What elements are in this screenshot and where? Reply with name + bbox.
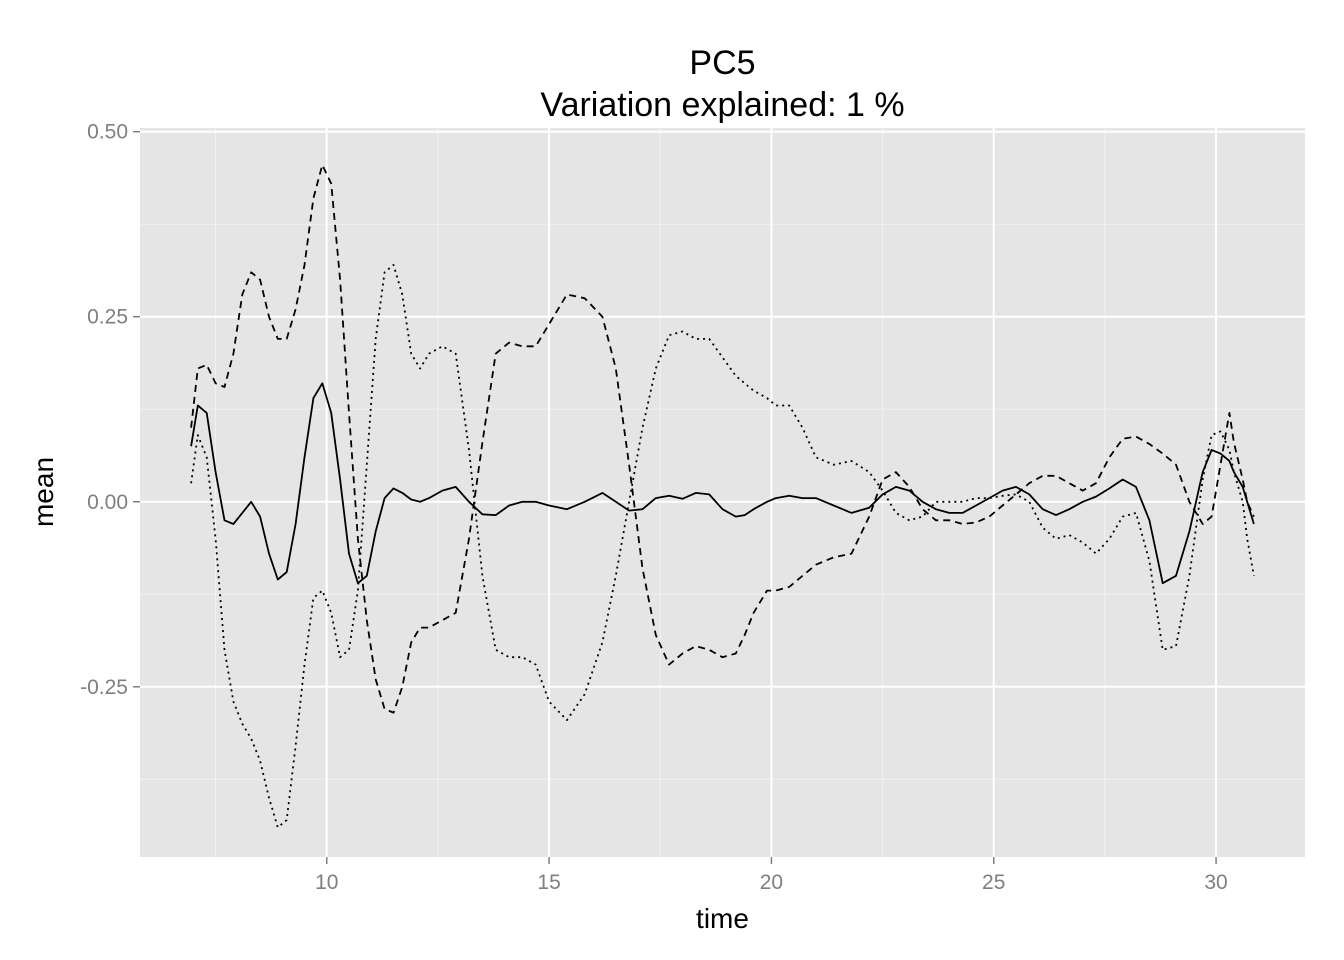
x-tick-label: 15 — [537, 871, 560, 894]
series-line-dashed — [190, 164, 1255, 714]
chart-subtitle: Variation explained: 1 % — [540, 86, 905, 124]
y-axis-title: mean — [28, 456, 59, 528]
x-axis-title: time — [696, 903, 749, 934]
y-tick-label: -0.25 — [80, 676, 128, 699]
y-axis-ticks: 0.50 0.25 0.00 -0.25 — [80, 121, 140, 699]
chart-title: PC5 — [689, 44, 756, 82]
x-tick-label: 30 — [1204, 871, 1227, 894]
series-group — [190, 164, 1255, 829]
y-tick-label: 0.25 — [87, 306, 128, 329]
series-line-dotted — [190, 263, 1255, 829]
x-axis-ticks: 10 15 20 25 30 — [315, 857, 1228, 894]
x-tick-label: 20 — [760, 871, 783, 894]
minor-gridlines — [140, 128, 1305, 857]
y-tick-label: 0.00 — [87, 491, 128, 514]
x-tick-label: 10 — [315, 871, 338, 894]
series-line-solid — [190, 382, 1255, 585]
plot-panel — [140, 128, 1305, 857]
x-tick-label: 25 — [982, 871, 1005, 894]
y-tick-label: 0.50 — [87, 121, 128, 144]
